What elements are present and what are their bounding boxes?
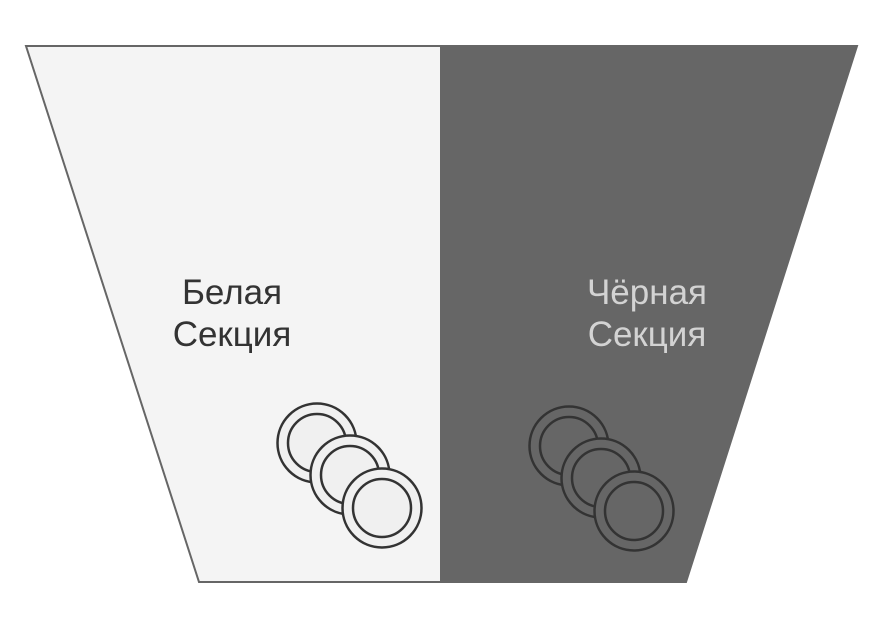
white-section-label-line2: Секция bbox=[172, 315, 292, 354]
funnel-outline bbox=[24, 45, 859, 583]
black-section-label-line1: Чёрная bbox=[586, 273, 707, 312]
black-section-label: Чёрная Секция bbox=[547, 272, 747, 356]
black-section-label-line2: Секция bbox=[587, 315, 707, 354]
plate-icon bbox=[341, 467, 423, 549]
black-plate-stack-icon bbox=[528, 405, 675, 552]
white-plate-stack-icon bbox=[276, 402, 423, 549]
white-section-label-line1: Белая bbox=[181, 273, 283, 312]
white-section-label: Белая Секция bbox=[132, 272, 332, 356]
plate-icon bbox=[593, 470, 675, 552]
